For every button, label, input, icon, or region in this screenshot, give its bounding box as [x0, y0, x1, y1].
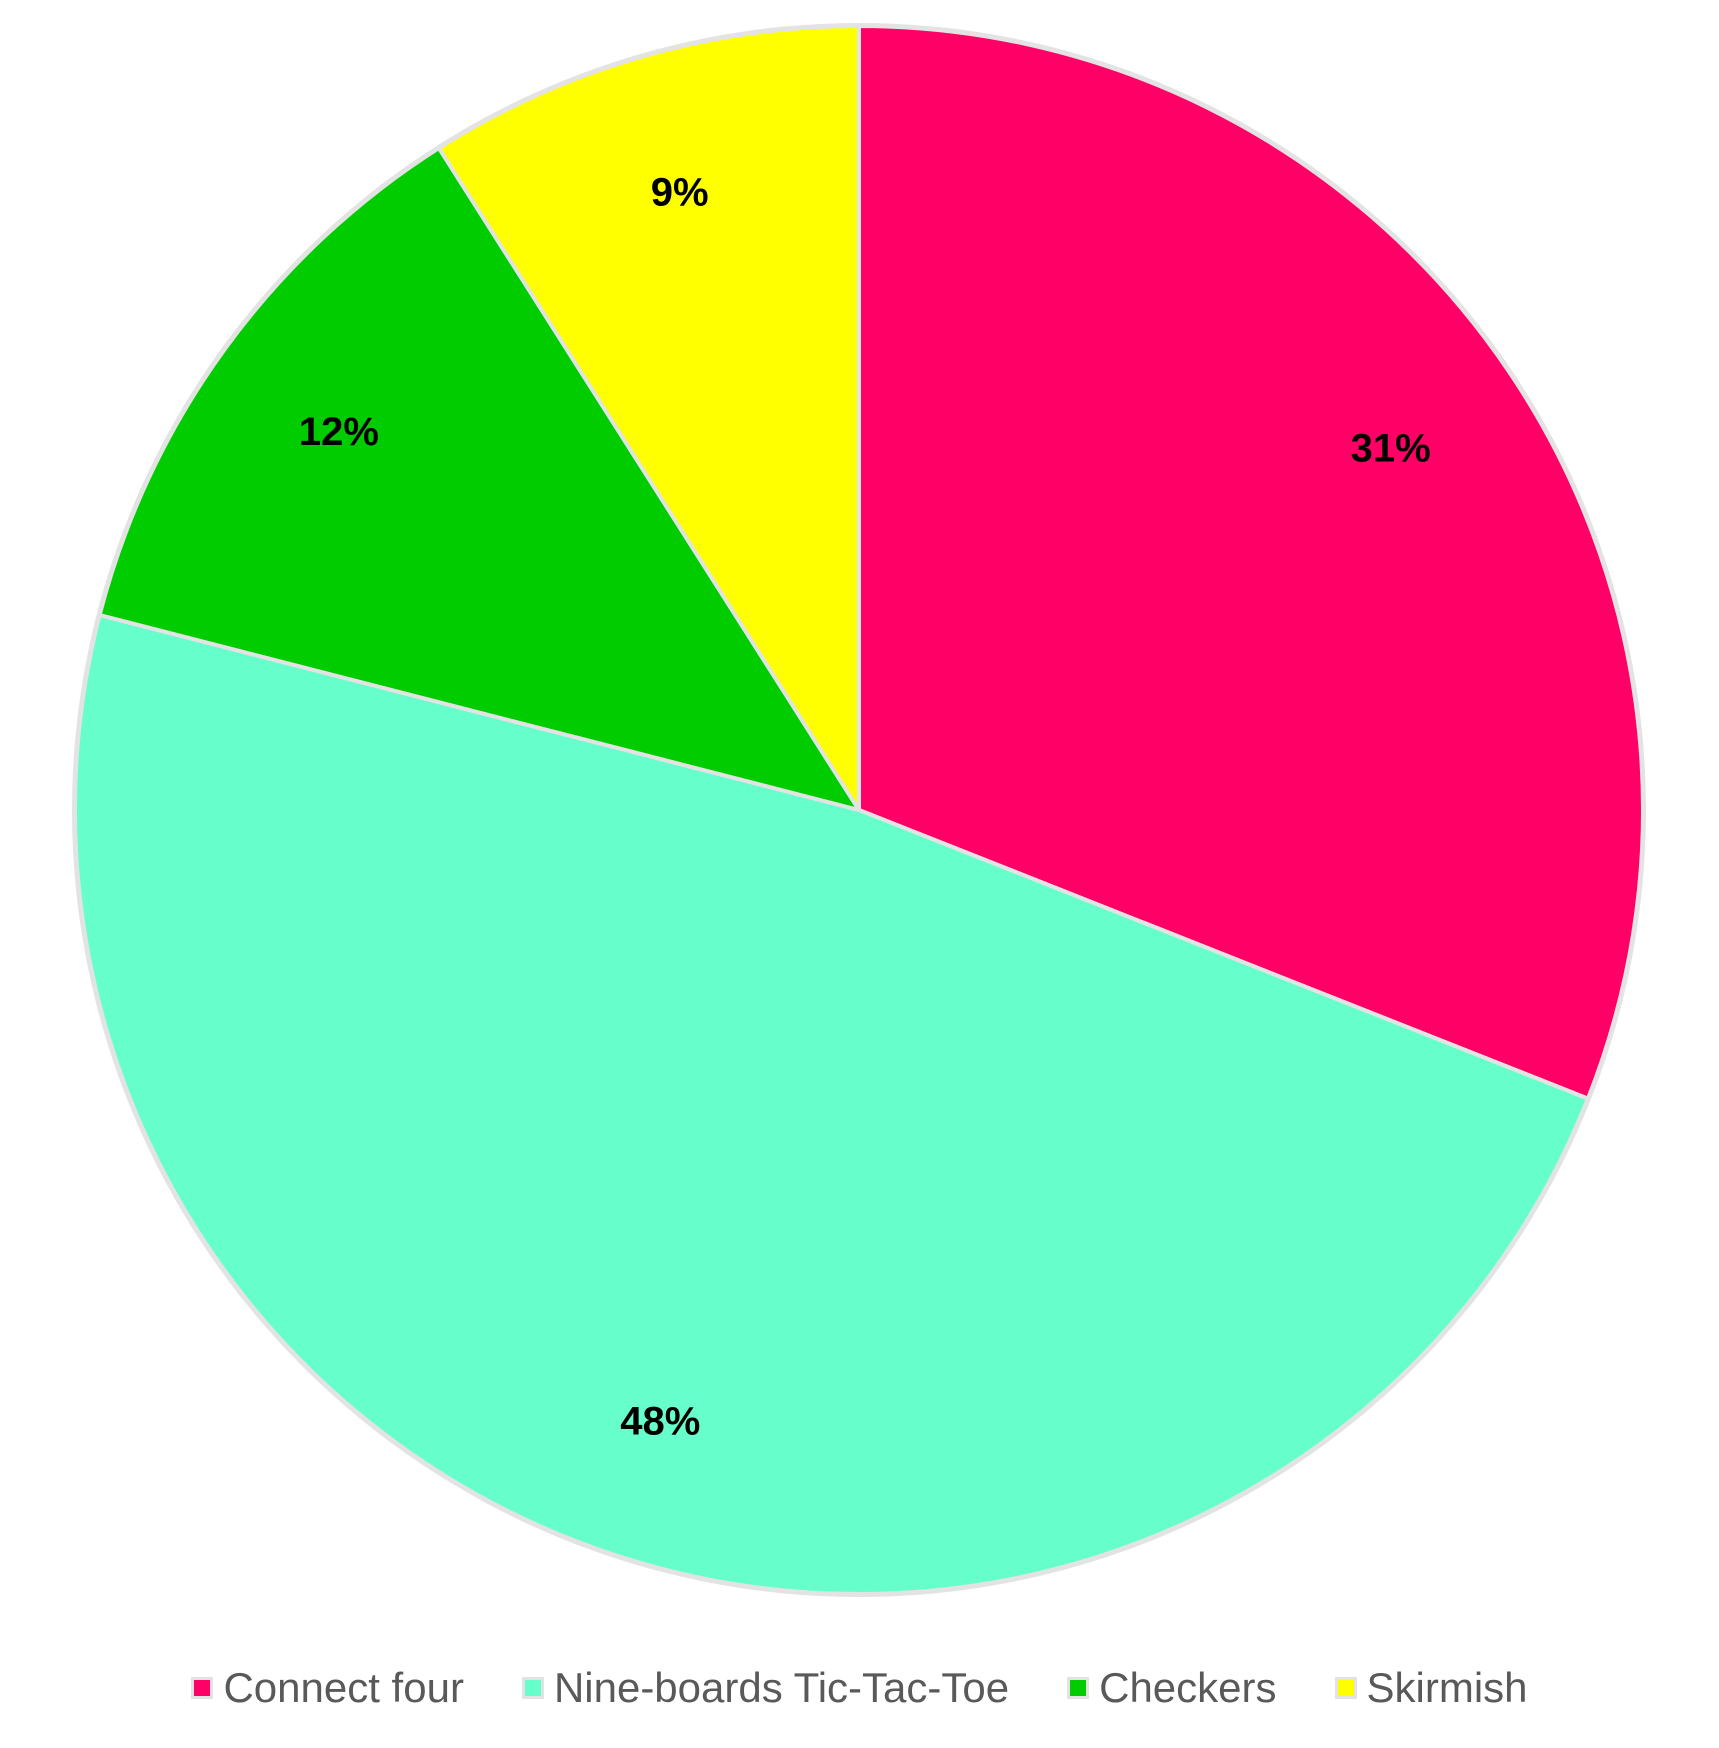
- pie-slices: [72, 23, 1646, 1597]
- pie-data-labels: 31% 48% 12% 9%: [299, 171, 1431, 1444]
- data-label-checkers: 12%: [299, 410, 379, 454]
- legend-item-skirmish: Skirmish: [1334, 1664, 1528, 1712]
- data-label-connect-four: 31%: [1351, 427, 1431, 471]
- legend-swatch-nine-boards-tic-tac-toe: [521, 1677, 544, 1699]
- pie-slice-skirmish: [436, 24, 861, 812]
- pie-slice-nine-boards-tic-tac-toe: [73, 613, 1590, 1596]
- legend-item-checkers: Checkers: [1067, 1664, 1277, 1712]
- chart-legend: Connect four Nine-boards Tic-Tac-Toe Che…: [0, 1658, 1719, 1718]
- legend-label-connect-four: Connect four: [223, 1664, 464, 1711]
- legend-label-nine-boards-tic-tac-toe: Nine-boards Tic-Tac-Toe: [553, 1664, 1010, 1711]
- legend-swatch-checkers: [1067, 1677, 1090, 1699]
- legend-item-connect-four: Connect four: [191, 1664, 464, 1712]
- legend-swatch-skirmish: [1334, 1677, 1357, 1699]
- data-label-skirmish: 9%: [651, 171, 709, 215]
- legend-swatch-connect-four: [191, 1677, 214, 1699]
- legend-item-nine-boards-tic-tac-toe: Nine-boards Tic-Tac-Toe: [521, 1664, 1010, 1712]
- legend-label-checkers: Checkers: [1099, 1664, 1277, 1711]
- legend-label-skirmish: Skirmish: [1366, 1664, 1528, 1711]
- pie-slice-checkers: [97, 146, 861, 812]
- pie-slice-connect-four: [857, 24, 1645, 1101]
- data-label-nine-boards-tic-tac-toe: 48%: [620, 1399, 700, 1443]
